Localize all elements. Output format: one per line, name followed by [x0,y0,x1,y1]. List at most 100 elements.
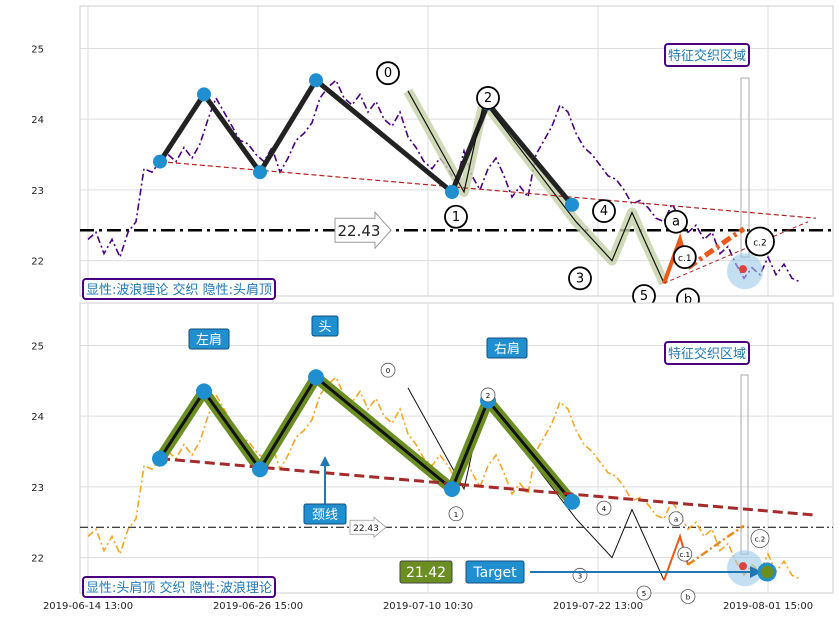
wave-label-badge [672,245,697,269]
wave-label-badge [376,61,400,86]
target-label-text: Target [472,565,517,581]
wave-label-badge [476,86,500,110]
wave-label-badge [448,506,464,522]
level-label-text: 22.43 [338,222,381,240]
wave-label-text: b [686,594,691,602]
wave-label-badge [568,266,592,291]
wave-label-text: c.1 [680,551,691,559]
shoulder-label-box [188,328,230,350]
target-marker [757,562,777,582]
y-tick-label: 25 [31,44,44,55]
wave-label-text: 0 [386,367,390,375]
zone-label-text: 特征交织区域 [668,346,746,362]
neck-arrow-head [320,456,330,466]
wave-label-text: a [672,215,680,230]
c-projection-line [687,524,745,566]
pattern-point [153,154,167,169]
target-label-box [465,560,525,584]
neck-label-text: 颈线 [312,508,338,523]
wave-label-badge [444,204,468,229]
pattern-point [253,165,267,180]
panel-2-caption-box [82,576,276,598]
wave-label-text: 0 [384,66,392,81]
zone-label-box [664,341,750,365]
wave-line [407,90,665,284]
panel-1-caption-box [82,278,276,300]
y-tick-label: 24 [31,412,44,423]
panel-2-caption: 显性:头肩顶 交织 隐性:波浪理论 [86,580,272,596]
wave-label-text: 2 [486,392,490,400]
wave-label-badge [596,500,612,516]
wave-label-badge [636,585,652,601]
target-value-text: 21.42 [406,565,446,581]
wave-label-badge [664,209,688,234]
wave-label-text: 3 [578,572,582,580]
shoulder-label-box [311,315,339,337]
zone-label-box [664,43,750,67]
wave-line [407,387,665,581]
y-tick-label: 22 [31,554,44,565]
pattern-point [445,185,459,200]
shoulder-label-text: 头 [318,320,331,335]
wave-label-text: c.1 [678,254,692,264]
neckline [159,161,817,219]
wave-label-badge [668,511,684,527]
target-dot [739,562,747,571]
shoulder-label-text: 右肩 [494,341,520,357]
pattern-point [197,87,211,102]
y-tick-label: 22 [31,257,44,268]
wave-label-badge [750,529,770,548]
shoulder-label-box [486,337,528,359]
x-axis-ticks: 2019-06-14 13:00 2019-06-26 15:00 2019-07-… [43,601,813,612]
pattern-point [196,383,212,400]
shoulder-label-text: 左肩 [196,332,222,348]
wave-label-text: 4 [602,505,607,513]
neckline-extension [663,221,809,284]
pattern-point [252,461,268,478]
x-tick-label: 2019-06-14 13:00 [43,601,133,612]
y-tick-label: 25 [31,341,44,352]
wave-label-badge [680,589,696,604]
x-tick-label: 2019-07-10 10:30 [383,601,473,612]
wave-label-text: b [684,293,692,308]
wave-label-text: 1 [454,511,458,519]
zone-label-text: 特征交织区域 [668,48,746,64]
pattern-point [444,481,460,498]
wave-label-badge [380,362,396,378]
y-tick-label: 24 [31,115,44,126]
target-arrow-head [750,566,762,578]
wave-label-text: 5 [642,590,646,598]
y-tick-label: 23 [31,483,44,494]
neck-label-box [303,503,347,525]
pattern-point [308,369,324,386]
pattern-point [564,493,580,510]
panel-2-y-ticks: 22 23 24 25 [31,341,44,564]
y-tick-label: 23 [31,186,44,197]
wave-label-text: 5 [640,289,648,304]
x-tick-label: 2019-06-26 15:00 [213,601,303,612]
x-tick-label: 2019-08-01 15:00 [723,601,813,612]
wave-label-badge [480,387,496,403]
wave-label-text: 4 [600,204,608,219]
panel-1-body [80,73,833,290]
wave-label-badge [592,199,616,224]
pattern-point [309,73,323,88]
level-label-text: 22.43 [353,524,379,534]
wave-label-text: c.2 [753,239,767,249]
c-projection-line [686,226,746,270]
wave-label-text: 3 [576,271,584,286]
panel-1-y-ticks: 22 23 24 25 [31,44,44,267]
target-dot [739,265,747,274]
wave-label-text: c.2 [755,536,766,544]
pattern-point [152,450,168,467]
wave-label-badge [745,226,775,257]
x-tick-label: 2019-07-22 13:00 [553,601,643,612]
panel-1-caption: 显性:波浪理论 交织 隐性:头肩顶 [86,282,272,298]
wave-label-text: 2 [484,91,492,106]
pattern-point [565,197,579,212]
level-label-arrow [349,516,387,539]
